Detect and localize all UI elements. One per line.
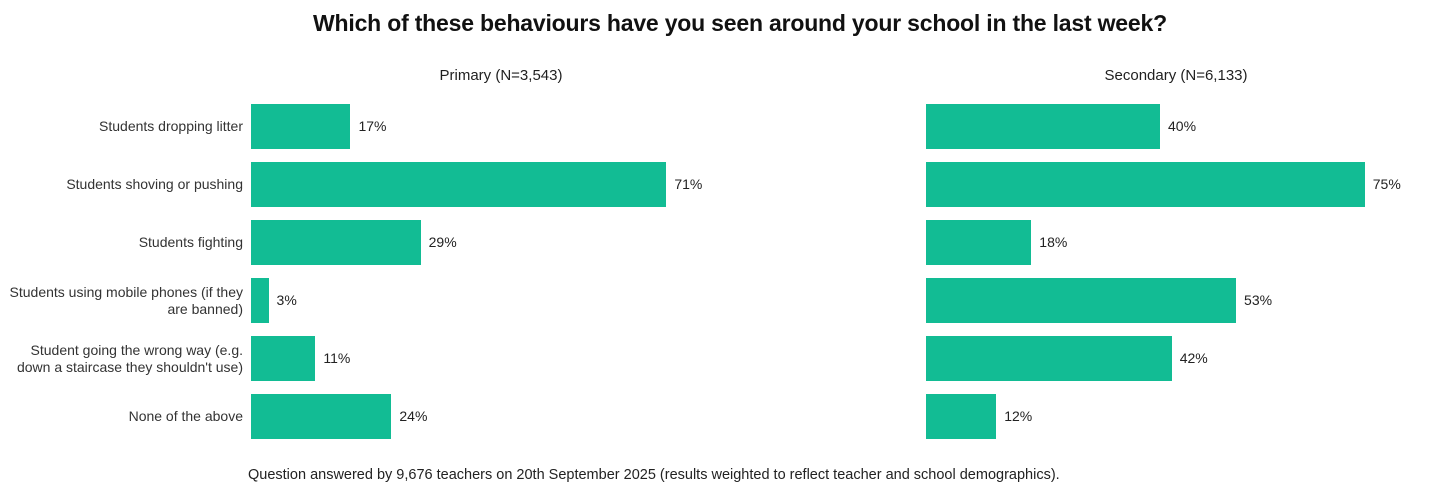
primary-value-label: 17% [358,118,387,134]
primary-bar [251,336,316,381]
bar-row: Students shoving or pushing 71% 75% [0,162,1440,220]
secondary-value-label: 18% [1039,234,1068,250]
secondary-bar [926,336,1172,381]
secondary-value-label: 53% [1244,292,1273,308]
secondary-bar [926,220,1032,265]
category-label: Students using mobile phones (if they ar… [9,283,243,317]
primary-value-label: 11% [323,350,351,366]
panel-header-primary: Primary (N=3,543) [439,67,563,84]
secondary-bar [926,162,1365,207]
primary-value-label: 3% [276,292,297,308]
secondary-value-label: 40% [1168,118,1197,134]
primary-bar [251,278,269,323]
secondary-value-label: 75% [1372,176,1401,192]
bar-row: Students fighting 29% 18% [0,220,1440,278]
bar-rows: Students dropping litter 17% 40% Students s… [0,104,1440,452]
bar-row: None of the above 24% 12% [0,394,1440,452]
primary-bar [251,104,351,149]
primary-bar [251,162,667,207]
secondary-value-label: 42% [1179,350,1208,366]
primary-value-label: 24% [399,408,428,424]
primary-bar [251,394,392,439]
secondary-bar [926,394,997,439]
bar-row: Student going the wrong way (e.g. down a… [0,336,1440,394]
chart-title: Which of these behaviours have you seen … [313,10,1167,36]
category-label: Student going the wrong way (e.g. down a… [16,341,243,375]
bar-row: Students dropping litter 17% 40% [0,104,1440,162]
panel-header-secondary: Secondary (N=6,133) [1104,67,1248,84]
category-label: None of the above [128,408,243,424]
category-label: Students dropping litter [99,118,243,134]
secondary-value-label: 12% [1004,408,1033,424]
footnote: Question answered by 9,676 teachers on 2… [248,467,1060,483]
category-label: Students fighting [138,234,243,250]
primary-bar [251,220,421,265]
bar-row: Students using mobile phones (if they ar… [0,278,1440,336]
secondary-bar [926,104,1160,149]
primary-value-label: 29% [428,234,457,250]
secondary-bar [926,278,1237,323]
primary-value-label: 71% [674,176,703,192]
category-label: Students shoving or pushing [66,176,243,192]
